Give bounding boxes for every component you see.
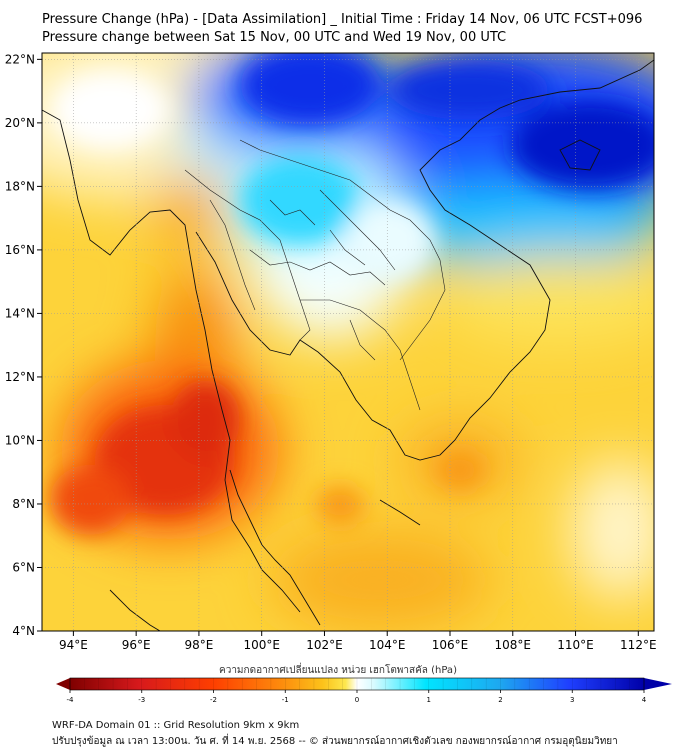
colorbar-tick-label: 1 <box>427 696 431 704</box>
x-tick-label: 94°E <box>59 638 88 652</box>
x-tick-label: 106°E <box>432 638 469 652</box>
x-tick-label: 110°E <box>557 638 594 652</box>
plot-frame <box>41 52 655 632</box>
footer-model-info: WRF-DA Domain 01 :: Grid Resolution 9km … <box>52 720 300 731</box>
colorbar-tick-label: -1 <box>282 696 289 704</box>
colorbar: -4 -3 -2 -1 0 1 2 3 4 <box>56 677 672 704</box>
x-tick-label: 104°E <box>369 638 406 652</box>
colorbar-tick-label: 3 <box>570 696 574 704</box>
y-tick-label: 12°N <box>5 370 35 384</box>
colorbar-label: ความกดอากาศเปลี่ยนแปลง หน่วย เฮกโตพาสคัล… <box>219 665 457 676</box>
x-tick-label: 98°E <box>184 638 213 652</box>
y-tick-label: 20°N <box>5 116 35 130</box>
y-tick-label: 4°N <box>12 624 35 638</box>
y-tick-label: 22°N <box>5 52 35 66</box>
colorbar-extend-max <box>644 678 672 690</box>
pressure-field <box>42 53 654 631</box>
x-tick-label: 96°E <box>122 638 151 652</box>
x-tick-label: 102°E <box>306 638 343 652</box>
colorbar-tick-label: -4 <box>67 696 75 704</box>
x-tick-label: 112°E <box>620 638 657 652</box>
map-title: Pressure Change (hPa) - [Data Assimilati… <box>42 12 643 27</box>
y-tick-label: 16°N <box>5 243 35 257</box>
borders <box>184 139 446 411</box>
x-tick-label: 100°E <box>243 638 280 652</box>
colorbar-tick-label: -3 <box>138 696 145 704</box>
y-tick-label: 6°N <box>12 560 35 574</box>
y-tick-label: 10°N <box>5 433 35 447</box>
x-tick-label: 108°E <box>495 638 532 652</box>
colorbar-gradient <box>70 678 644 690</box>
y-axis: 22°N 20°N 18°N 16°N 14°N 12°N 10°N 8°N 6°N 4°N <box>5 52 42 638</box>
gridlines <box>42 53 654 631</box>
colorbar-tick-label: -2 <box>210 696 217 704</box>
map-subtitle: Pressure change between Sat 15 Nov, 00 U… <box>42 30 507 45</box>
colorbar-tick-label: 4 <box>642 696 647 704</box>
y-tick-label: 14°N <box>5 306 35 320</box>
colorbar-tick-label: 0 <box>355 696 359 704</box>
y-tick-label: 8°N <box>12 497 35 511</box>
footer-update-info: ปรับปรุงข้อมูล ณ เวลา 13:00น. วัน ศ. ที่… <box>52 736 618 747</box>
x-axis: 94°E 96°E 98°E 100°E 102°E 104°E 106°E 108°E 110… <box>59 631 657 652</box>
colorbar-tick-label: 2 <box>498 696 502 704</box>
coastlines <box>42 59 654 631</box>
y-tick-label: 18°N <box>5 179 35 193</box>
colorbar-extend-min <box>56 678 70 690</box>
